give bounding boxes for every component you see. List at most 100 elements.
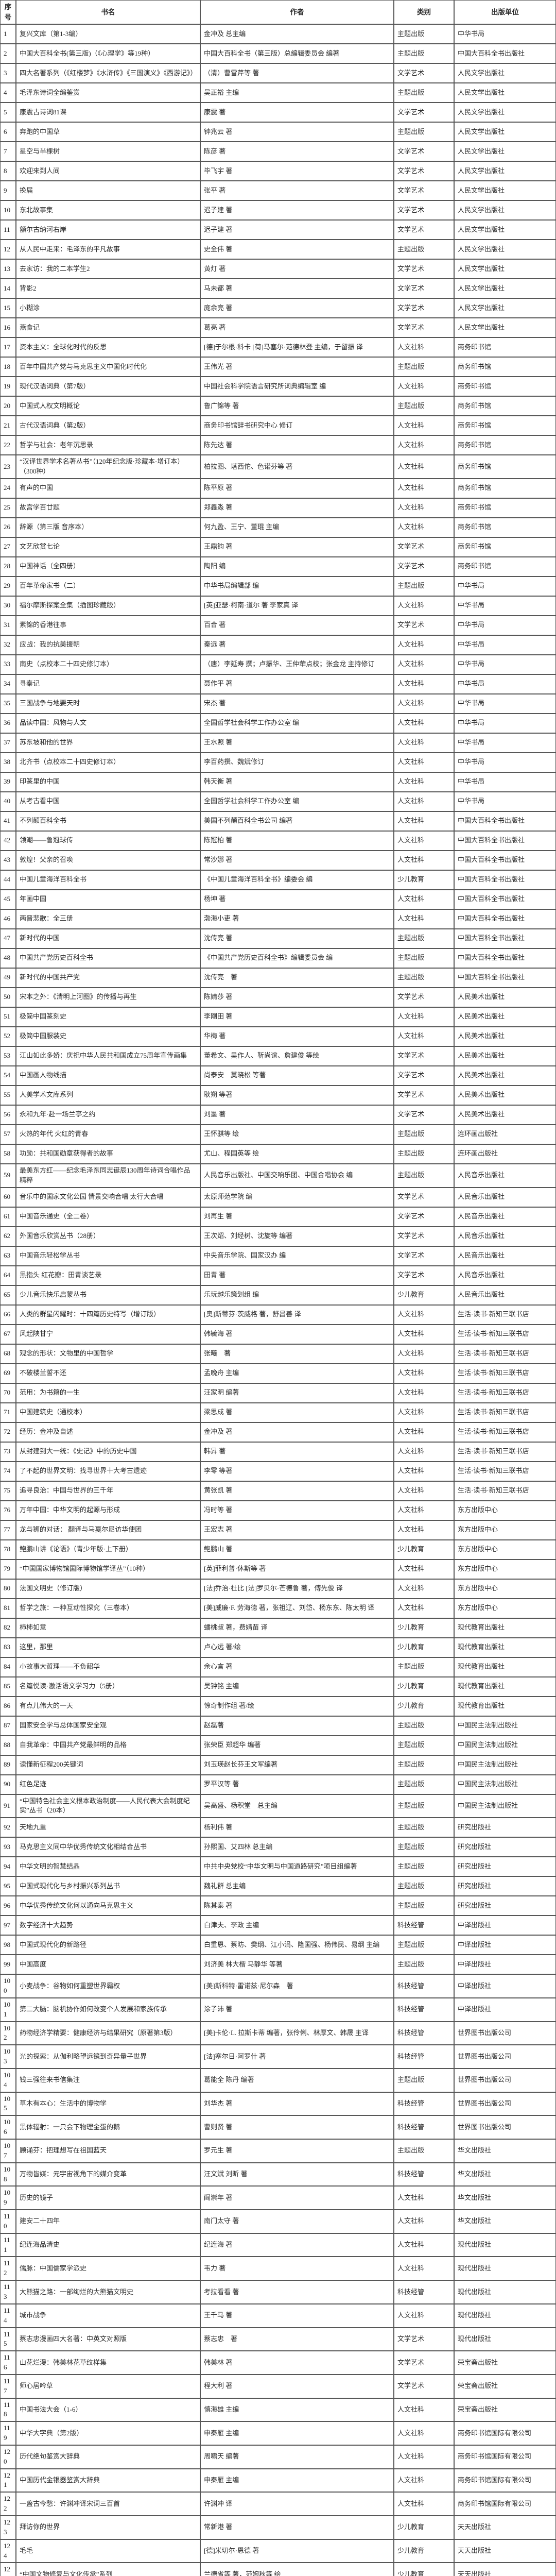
table-row: 10 东北故事集 迟子建 著文学艺术 人民文学出版社 [0,200,556,221]
cell-index: 56 [0,1105,16,1125]
cell-publisher: 商务印书馆 [454,416,556,436]
cell-index: 27 [0,537,16,557]
table-row: 115 蔡志忠漫画四大名著：中英文对照版 蔡志忠 著文学艺术 现代出版社 [0,2327,556,2351]
table-row: 72 经历：金冲及自述 金冲及 著人文社科 生活·读书·新知三联书店 [0,1422,556,1442]
cell-index: 65 [0,1285,16,1305]
table-row: 49 新时代的中国共产党 沈传亮 著主题出版 中国大百科全书出版社 [0,968,556,988]
cell-category: 科技经管 [394,2021,454,2045]
cell-publisher: 中华书局 [454,615,556,635]
cell-index: 78 [0,1539,16,1560]
cell-category: 人文社科 [394,635,454,655]
cell-index: 4 [0,83,16,103]
cell-author: 中央音乐学院、国家汉办 编 [200,1246,394,1266]
cell-publisher: 华文出版社 [454,2139,556,2163]
table-row: 6 奔跑的中国草 钟兆云 著主题出版 人民文学出版社 [0,122,556,142]
cell-category: 人文社科 [394,831,454,851]
cell-index: 67 [0,1324,16,1344]
cell-publisher: 人民美术出版社 [454,1085,556,1105]
table-row: 97 数字经济十大趋势 白津夫、李政 主编 科技经管 中译出版社 [0,1916,556,1936]
cell-title: 天地九重 [16,1818,200,1838]
cell-index: 121 [0,2468,16,2493]
table-row: 2 中国大百科全书(第三版)（《心理学》等19种） 中国大百科全书（第三版）总编辑委… [0,44,556,64]
cell-title: 草木有本心：生活中的博物学 [16,2092,200,2116]
cell-index: 90 [0,1774,16,1794]
table-row: 91 “中国特色社会主义根本政治制度——人民代表大会制度纪实”丛书（20本） 吴高盛… [0,1794,556,1818]
cell-index: 99 [0,1955,16,1975]
cell-title: 追寻良治：中国与世界的三千年 [16,1481,200,1501]
cell-title: 小麦战争：谷物如何重塑世界霸权 [16,1974,200,1998]
cell-publisher: 东方出版中心 [454,1539,556,1560]
table-row: 98 中国式现代化的新路径 白重恩、蔡昉、樊纲、江小涓、隆国强、杨伟民、易纲 主编主… [0,1935,556,1955]
cell-author: 田青 著 [200,1265,394,1285]
cell-index: 52 [0,1026,16,1046]
table-row: 83 这里，那里 卢心远 著/绘 少儿教育 现代教育出版社 [0,1637,556,1657]
cell-author: 韦力 著 [200,2257,394,2281]
cell-index: 22 [0,435,16,455]
cell-title: 苏东坡和他的世界 [16,733,200,753]
cell-author: 许渊冲 译 [200,2492,394,2516]
cell-publisher: 现代出版社 [454,2327,556,2351]
cell-author: 刘再生 著 [200,1207,394,1227]
table-row: 55 人美学术文库系列 耿朔 等著 文学艺术 人民美术出版社 [0,1085,556,1105]
cell-author: 考拉看看 著 [200,2280,394,2304]
table-row: 3 四大名著系列（《红楼梦》《水浒传》《三国演义》《西游记》） （清）曹雪芹等 著文… [0,63,556,83]
cell-category: 主题出版 [394,240,454,260]
cell-author: 杨坤 著 [200,889,394,909]
cell-category: 少儿教育 [394,1618,454,1638]
cell-index: 64 [0,1265,16,1285]
table-row: 42 领潮——鲁冠球传 陈冠柏 著人文社科 中国大百科全书出版社 [0,831,556,851]
cell-publisher: 研究出版社 [454,1818,556,1838]
table-row: 100 小麦战争：谷物如何重塑世界霸权 [美]斯科特·雷诺兹·尼尔森 著科技经管 中译… [0,1974,556,1998]
cell-title: 观念的形状：文物里的中国哲学 [16,1344,200,1364]
table-row: 58 功勋：共和国勋章获得者的故事 尤山、程国英等 绘主题出版 连环画出版社 [0,1144,556,1164]
cell-index: 16 [0,318,16,338]
cell-publisher: 中国大百科全书出版社 [454,948,556,968]
cell-author: 李刚田 著 [200,1007,394,1027]
cell-author: [法]乔治·杜比 [法]罗贝尔·芒德鲁 著，傅先俊 译 [200,1579,394,1599]
table-row: 74 了不起的世界文明：找寻世界十大考古遗迹 李零 等著 人文社科 生活·读书·新知三联… [0,1461,556,1481]
cell-index: 102 [0,2021,16,2045]
table-row: 86 有点儿伟大的一天 惊奇制作组 著/绘 少儿教育 现代教育出版社 [0,1696,556,1716]
cell-index: 8 [0,161,16,181]
table-row: 64 黑指头 红花瓣：田青谈艺录 田青 著文学艺术 人民音乐出版社 [0,1265,556,1285]
cell-title: 年画中国 [16,889,200,909]
cell-category: 主题出版 [394,1818,454,1838]
table-row: 46 两晋悲歌：全三册 渤海小吏 著人文社科 中国大百科全书出版社 [0,909,556,929]
cell-author: 王次炤、刘经树、沈旋等 编著 [200,1226,394,1246]
cell-title: 有声的中国 [16,478,200,498]
cell-category: 人文社科 [394,850,454,870]
cell-category: 文学艺术 [394,1226,454,1246]
cell-author: 吴高盛、杨积堂 总主编 [200,1794,394,1818]
cell-publisher: 中国大百科全书出版社 [454,928,556,948]
cell-publisher: 生活·读书·新知三联书店 [454,1422,556,1442]
cell-title: 毛毛 [16,2539,200,2563]
cell-index: 35 [0,693,16,714]
cell-title: 辞源（第三版 音序本） [16,517,200,537]
cell-author: [德]米切尔·恩德 著 [200,2539,394,2563]
cell-author: 陈冠柏 著 [200,831,394,851]
cell-category: 主题出版 [394,1837,454,1857]
cell-index: 40 [0,791,16,811]
cell-category: 文学艺术 [394,220,454,240]
cell-author: 孙熙国、艾四林 总主编 [200,1837,394,1857]
cell-category: 人文社科 [394,455,454,479]
cell-author: 陈先达 著 [200,435,394,455]
table-header: 序号 书名 作者 类别 出版单位 [0,0,556,25]
cell-title: 马克思主义同中华优秀传统文化相结合丛书 [16,1837,200,1857]
cell-index: 48 [0,948,16,968]
cell-category: 文学艺术 [394,1065,454,1086]
cell-author: 尤山、程国英等 绘 [200,1144,394,1164]
cell-author: 迟子建 著 [200,200,394,221]
cell-title: 星空与半棵树 [16,142,200,162]
cell-publisher: 中华书局 [454,576,556,596]
cell-publisher: 连环画出版社 [454,1124,556,1144]
column-header-publisher: 出版单位 [454,0,556,25]
cell-publisher: 商务印书馆 [454,517,556,537]
cell-author: 陈婧莎 著 [200,987,394,1007]
cell-author: （清）曹雪芹等 著 [200,63,394,83]
cell-index: 58 [0,1144,16,1164]
cell-index: 53 [0,1046,16,1066]
cell-publisher: 现代出版社 [454,2280,556,2304]
cell-publisher: 世界图书出版公司 [454,2021,556,2045]
